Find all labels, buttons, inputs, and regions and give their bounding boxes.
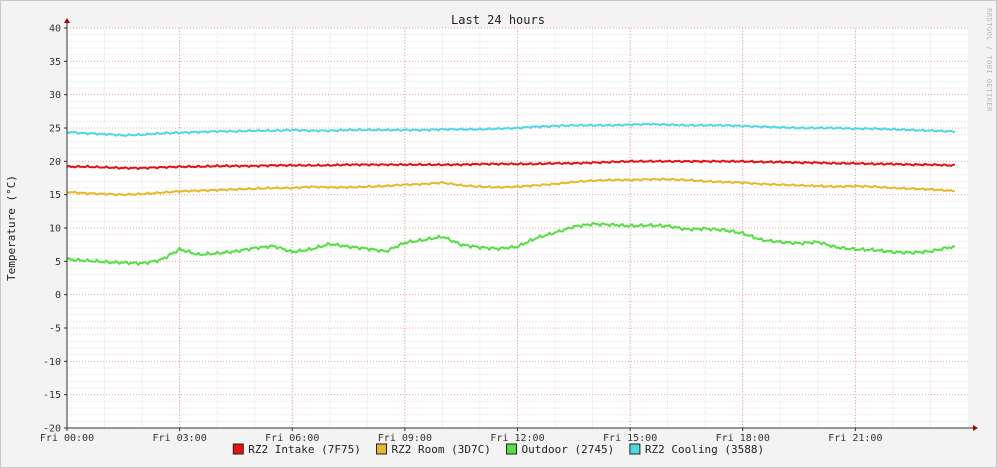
x-tick-label: Fri 21:00: [828, 433, 882, 444]
legend-label: RZ2 Intake (7F75): [248, 443, 361, 456]
series-layer: [66, 122, 956, 267]
series-line-1: [66, 159, 955, 171]
legend-label: RZ2 Cooling (3588): [645, 443, 764, 456]
legend-item-2: RZ2 Room (3D7C): [376, 443, 491, 456]
y-axis-label: Temperature (°C): [5, 175, 18, 281]
legend-swatch: [376, 443, 387, 455]
y-tick-label: 5: [55, 257, 61, 268]
y-tick-label: -15: [43, 390, 61, 401]
chart-title: Last 24 hours: [451, 13, 545, 27]
x-tick-label: Fri 00:00: [40, 433, 94, 444]
x-tick-label: Fri 18:00: [716, 433, 770, 444]
y-tick-label: -5: [49, 324, 61, 335]
legend-swatch: [506, 443, 517, 455]
y-tick-label: 20: [49, 157, 61, 168]
x-tick-label: Fri 12:00: [490, 433, 544, 444]
grid: [67, 27, 968, 428]
legend-item-3: Outdoor (2745): [506, 443, 615, 456]
x-tick-label: Fri 06:00: [265, 433, 319, 444]
y-tick-label: 0: [55, 290, 61, 301]
y-tick-label: 30: [49, 90, 61, 101]
x-tick-label: Fri 15:00: [603, 433, 657, 444]
x-axis-arrow: [973, 425, 978, 431]
y-axis-arrow: [64, 18, 70, 23]
legend: RZ2 Intake (7F75) RZ2 Room (3D7C) Outdoor …: [232, 443, 764, 456]
legend-swatch: [629, 443, 641, 455]
legend-label: Outdoor (2745): [522, 443, 615, 456]
y-tick-label: 10: [49, 224, 61, 235]
y-tick-label: -20: [43, 424, 61, 435]
legend-label: RZ2 Room (3D7C): [392, 443, 491, 456]
y-tick-label: 25: [49, 124, 61, 135]
y-tick-label: 40: [49, 24, 61, 35]
legend-item-1: RZ2 Intake (7F75): [232, 443, 361, 456]
x-tick-labels: Fri 00:00 Fri 03:00 Fri 06:00 Fri 09:00 Fri …: [40, 428, 882, 444]
legend-item-4: RZ2 Cooling (3588): [629, 443, 764, 456]
series-line-4: [66, 122, 956, 138]
axes: [64, 18, 978, 431]
x-tick-label: Fri 09:00: [378, 433, 432, 444]
series-line-2: [66, 177, 955, 197]
legend-swatch: [232, 443, 244, 455]
y-tick-label: 15: [49, 190, 61, 201]
x-tick-label: Fri 03:00: [153, 433, 207, 444]
y-tick-label: -10: [43, 357, 61, 368]
y-tick-labels: 40 35 30 25 20 15 10 5 0 -5 -10 -15 -20: [43, 24, 67, 435]
series-line-3: [66, 221, 956, 267]
watermark: RRDTOOL / TOBI OETIKER: [985, 8, 993, 112]
y-tick-label: 35: [49, 57, 61, 68]
